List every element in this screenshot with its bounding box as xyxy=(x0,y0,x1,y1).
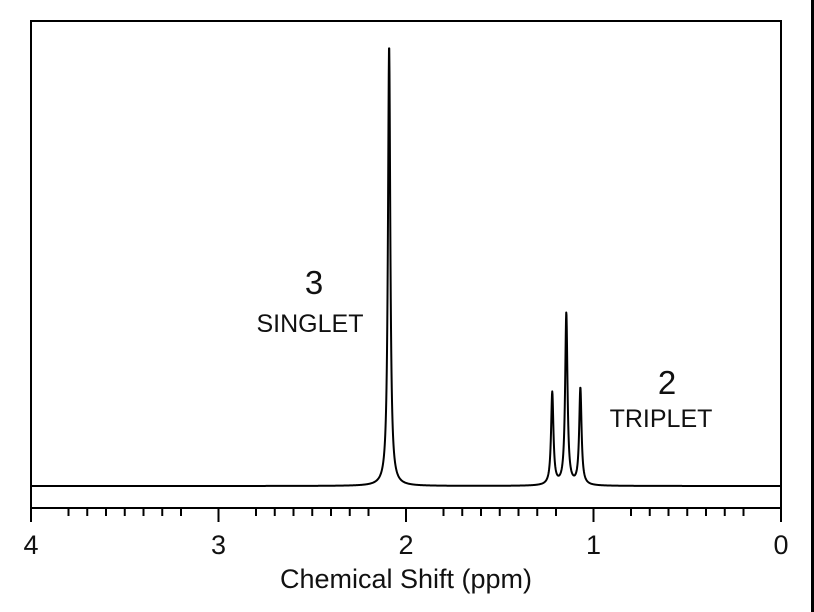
x-tick-label-1: 1 xyxy=(585,530,602,560)
x-tick-label-2: 2 xyxy=(398,530,414,560)
x-tick-label-3: 3 xyxy=(210,530,227,560)
window-edge-bar xyxy=(811,0,814,612)
singlet-label: SINGLET xyxy=(256,310,364,338)
triplet-integration-label: 2 xyxy=(657,364,677,401)
spectrum-line xyxy=(30,47,782,487)
x-tick-label-4: 4 xyxy=(23,530,39,560)
triplet-label: TRIPLET xyxy=(609,405,713,433)
x-tick-label-0: 0 xyxy=(773,530,789,560)
x-axis-ticks xyxy=(30,508,782,522)
plot-frame xyxy=(30,20,782,509)
singlet-integration-label: 3 xyxy=(304,264,324,301)
x-axis-title: Chemical Shift (ppm) xyxy=(279,564,533,594)
